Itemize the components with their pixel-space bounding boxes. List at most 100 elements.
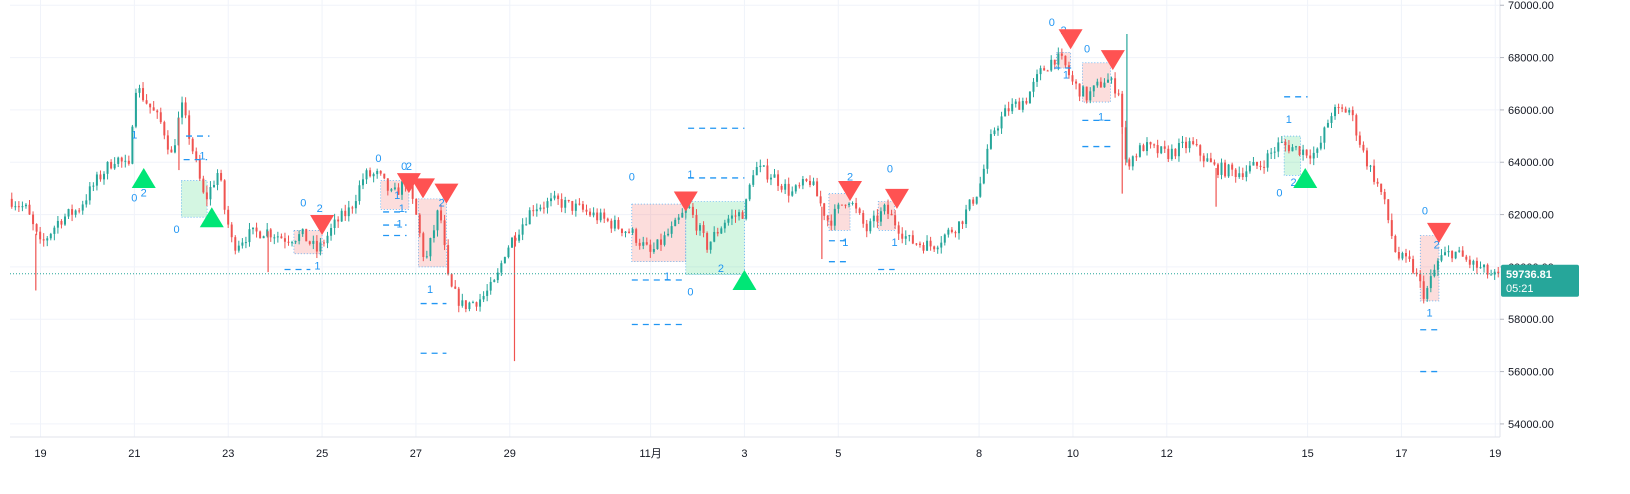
buy-signal-marker[interactable] — [131, 167, 156, 188]
candle[interactable] — [1465, 256, 1468, 260]
candle[interactable] — [422, 233, 425, 257]
candle[interactable] — [816, 181, 819, 197]
candle[interactable] — [1092, 85, 1095, 92]
candle[interactable] — [667, 233, 670, 236]
candle[interactable] — [1291, 147, 1294, 152]
candle[interactable] — [950, 229, 953, 233]
candle[interactable] — [1415, 272, 1418, 274]
candle[interactable] — [879, 211, 882, 222]
candle[interactable] — [1213, 162, 1216, 165]
candle[interactable] — [1085, 86, 1088, 101]
candle[interactable] — [1060, 53, 1063, 56]
candle[interactable] — [759, 165, 762, 168]
candle[interactable] — [553, 195, 556, 199]
candle[interactable] — [535, 209, 538, 212]
candle[interactable] — [461, 300, 464, 306]
candle[interactable] — [149, 103, 152, 108]
candle[interactable] — [1099, 81, 1102, 88]
candle[interactable] — [1011, 103, 1014, 112]
candle[interactable] — [337, 219, 340, 222]
candle[interactable] — [471, 302, 474, 304]
candle[interactable] — [312, 240, 315, 244]
candles[interactable] — [10, 34, 1500, 362]
candle[interactable] — [95, 174, 98, 186]
sell-signal-marker[interactable] — [884, 188, 909, 209]
candle[interactable] — [1468, 259, 1471, 265]
candle[interactable] — [1263, 166, 1266, 168]
candle[interactable] — [933, 246, 936, 250]
candle[interactable] — [1348, 110, 1351, 113]
candle[interactable] — [876, 215, 879, 222]
candle[interactable] — [901, 233, 904, 239]
candle[interactable] — [234, 237, 237, 251]
candle[interactable] — [369, 170, 372, 177]
candle[interactable] — [805, 179, 808, 181]
candle[interactable] — [99, 174, 102, 180]
candle[interactable] — [808, 180, 811, 185]
candle[interactable] — [425, 256, 428, 258]
candle[interactable] — [574, 203, 577, 211]
candle[interactable] — [1167, 148, 1170, 159]
sell-signal-marker[interactable] — [410, 178, 435, 199]
candle[interactable] — [518, 234, 521, 241]
candle[interactable] — [571, 201, 574, 211]
candle[interactable] — [418, 214, 421, 234]
candle[interactable] — [344, 210, 347, 217]
candle[interactable] — [833, 208, 836, 226]
candle[interactable] — [103, 173, 106, 180]
candle[interactable] — [315, 240, 318, 252]
candle[interactable] — [1401, 253, 1404, 259]
candle[interactable] — [546, 201, 549, 208]
candle[interactable] — [624, 231, 627, 234]
candle[interactable] — [358, 185, 361, 202]
candle[interactable] — [720, 228, 723, 234]
candle[interactable] — [1106, 79, 1109, 83]
candle[interactable] — [610, 220, 613, 229]
candle[interactable] — [922, 245, 925, 251]
candle[interactable] — [479, 299, 482, 307]
candle[interactable] — [17, 206, 20, 208]
candle[interactable] — [691, 206, 694, 215]
candle[interactable] — [1394, 236, 1397, 253]
candle[interactable] — [784, 183, 787, 190]
candle[interactable] — [1302, 149, 1305, 155]
candle[interactable] — [1383, 191, 1386, 200]
candle[interactable] — [163, 122, 166, 136]
candle[interactable] — [379, 170, 382, 174]
candle[interactable] — [1365, 150, 1368, 167]
candle[interactable] — [592, 212, 595, 216]
candle[interactable] — [92, 185, 95, 187]
candle[interactable] — [1185, 141, 1188, 149]
candle[interactable] — [241, 242, 244, 246]
candle[interactable] — [209, 187, 212, 200]
candle[interactable] — [1380, 183, 1383, 192]
candle[interactable] — [1316, 148, 1319, 153]
candle[interactable] — [997, 128, 1000, 131]
candle[interactable] — [1135, 156, 1138, 158]
candle[interactable] — [677, 217, 680, 220]
candle[interactable] — [1312, 152, 1315, 159]
candle[interactable] — [166, 135, 169, 150]
candle[interactable] — [81, 204, 84, 211]
candle[interactable] — [599, 212, 602, 221]
candle[interactable] — [21, 206, 24, 208]
candle[interactable] — [1255, 161, 1258, 166]
candle[interactable] — [159, 112, 162, 123]
candle[interactable] — [276, 236, 279, 238]
candle[interactable] — [134, 92, 137, 127]
buy-signal-marker[interactable] — [1293, 167, 1318, 188]
candle[interactable] — [220, 173, 223, 181]
buy-signal-marker[interactable] — [732, 269, 757, 290]
candle[interactable] — [486, 290, 489, 296]
candle[interactable] — [773, 174, 776, 178]
candle[interactable] — [642, 242, 645, 246]
candle[interactable] — [1454, 251, 1457, 259]
candle[interactable] — [1053, 59, 1056, 65]
candle[interactable] — [1259, 165, 1262, 167]
candle[interactable] — [273, 237, 276, 239]
candle[interactable] — [1419, 273, 1422, 282]
candle[interactable] — [138, 88, 141, 93]
candle[interactable] — [823, 203, 826, 216]
candle[interactable] — [397, 187, 400, 195]
